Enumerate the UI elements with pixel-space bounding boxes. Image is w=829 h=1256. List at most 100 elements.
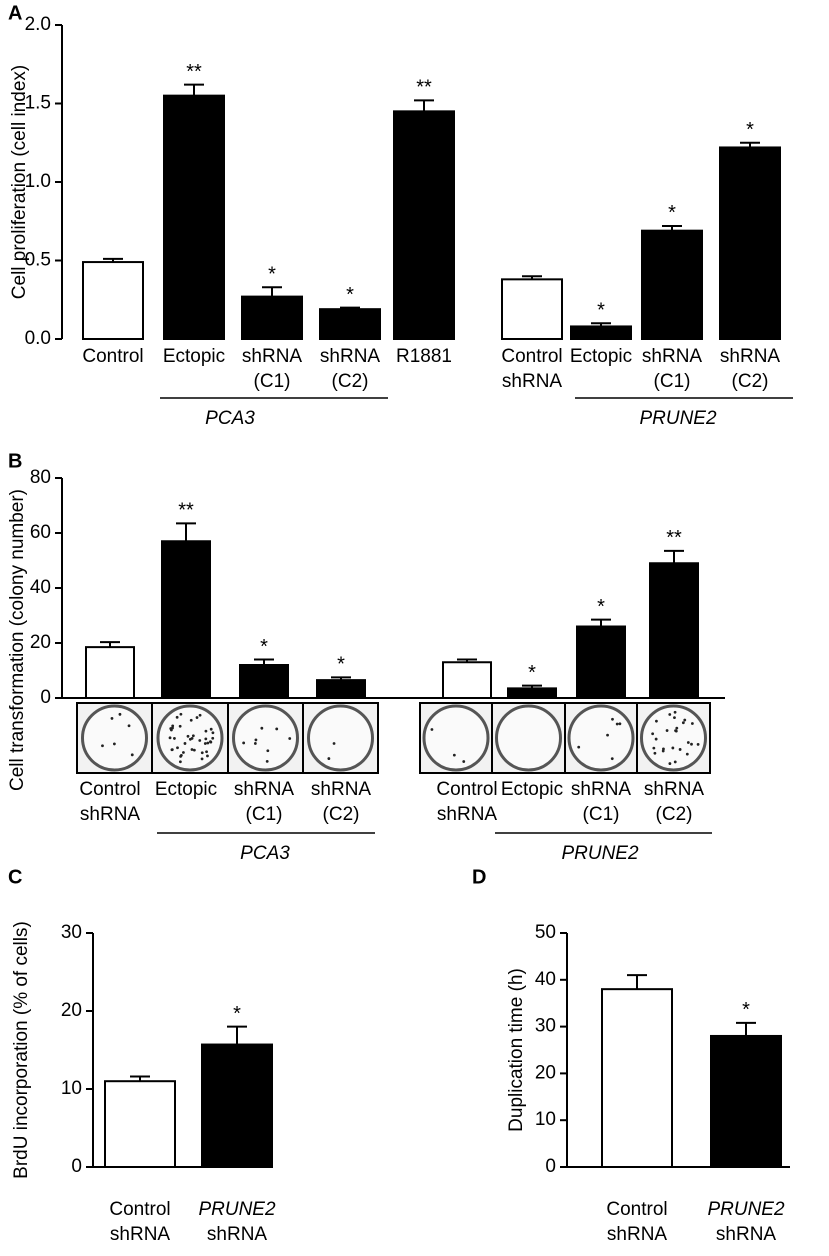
colony: [665, 729, 669, 732]
colony: [686, 741, 690, 744]
y-tick-label: 0.0: [25, 328, 51, 349]
colony: [203, 742, 207, 745]
colony: [195, 716, 199, 719]
colony: [611, 717, 614, 721]
colony: [211, 736, 215, 740]
colony: [200, 757, 204, 761]
y-tick-label: 0: [40, 687, 51, 708]
colony: [266, 749, 270, 753]
colony: [204, 737, 208, 741]
x-tick-label: shRNA: [720, 346, 781, 367]
y-axis-label: Cell proliferation (cell index): [9, 65, 30, 299]
significance: **: [416, 77, 432, 99]
significance: *: [742, 999, 750, 1021]
significance: **: [666, 527, 682, 549]
colony: [681, 721, 685, 725]
panel-letter: A: [8, 2, 22, 24]
colony: [178, 724, 182, 728]
colony: [673, 710, 677, 714]
x-tick-label: Ectopic: [163, 346, 225, 367]
colony: [170, 748, 174, 752]
y-tick-label: 20: [61, 1000, 82, 1021]
colony: [661, 749, 665, 753]
x-tick-label: (C1): [246, 804, 283, 825]
bar: [163, 94, 225, 341]
bar: [442, 661, 492, 699]
colony: [683, 718, 687, 722]
x-tick-label: (C2): [732, 371, 769, 392]
colony: [678, 748, 682, 751]
colony: [188, 737, 192, 741]
bar: [576, 625, 626, 699]
x-tick-label: shRNA: [502, 371, 563, 392]
colony: [183, 742, 187, 745]
y-tick-label: 80: [30, 467, 51, 488]
well: [422, 704, 490, 772]
colony: [179, 712, 183, 716]
well: [307, 704, 374, 772]
colony: [171, 724, 175, 728]
colony: [110, 717, 114, 720]
colony: [260, 726, 264, 730]
colony: [653, 751, 657, 755]
x-tick-label: shRNA: [242, 346, 303, 367]
colony: [668, 713, 672, 716]
x-tick-label: PRUNE2: [198, 1199, 276, 1220]
bar: [161, 540, 211, 699]
significance: *: [528, 662, 536, 684]
colony: [178, 760, 182, 764]
x-tick-label: Control: [109, 1199, 170, 1220]
colony: [577, 745, 581, 749]
y-tick-label: 0: [545, 1156, 556, 1177]
colony: [168, 736, 172, 740]
colony: [206, 741, 210, 745]
x-tick-label: Control: [82, 346, 143, 367]
y-tick-label: 0: [71, 1156, 82, 1177]
y-tick-label: 1.0: [25, 171, 51, 192]
colony: [204, 729, 208, 733]
panel-letter: D: [472, 866, 486, 888]
y-tick-label: 1.5: [25, 93, 51, 114]
bar: [507, 687, 557, 699]
colony: [618, 722, 622, 726]
colony: [198, 739, 202, 742]
x-tick-label: shRNA: [437, 804, 498, 825]
group-label: PCA3: [205, 408, 255, 429]
well: [81, 704, 148, 772]
bar: [649, 562, 699, 699]
x-tick-label: (C2): [332, 371, 369, 392]
y-tick-label: 50: [535, 922, 556, 943]
panel: C BrdU incorporation (% of cells) 0 10 20 30 C…: [8, 866, 276, 1245]
colony: [696, 742, 700, 746]
significance: *: [337, 654, 345, 676]
panel-letter: C: [8, 866, 22, 888]
well: [640, 704, 707, 772]
significance: *: [268, 263, 276, 285]
x-tick-label: shRNA: [607, 1224, 668, 1245]
significance: *: [260, 636, 268, 658]
colony: [671, 746, 675, 750]
colony: [205, 750, 208, 754]
colony: [654, 737, 658, 741]
x-tick-label: Control: [79, 779, 140, 800]
bar: [393, 110, 455, 340]
y-tick-label: 60: [30, 522, 51, 543]
bar: [239, 664, 289, 699]
colony: [127, 724, 131, 728]
bar: [104, 1080, 176, 1168]
colony: [173, 737, 176, 740]
x-tick-label: shRNA: [644, 779, 705, 800]
well: [495, 704, 562, 772]
colony: [690, 742, 693, 746]
bar: [319, 308, 381, 341]
significance: *: [597, 596, 605, 618]
y-tick-label: 10: [61, 1078, 82, 1099]
significance: **: [186, 61, 202, 83]
bar: [570, 325, 632, 341]
bar: [82, 261, 144, 341]
colony: [209, 740, 212, 744]
bar: [641, 229, 703, 340]
colony: [169, 728, 173, 732]
bar: [501, 278, 563, 340]
